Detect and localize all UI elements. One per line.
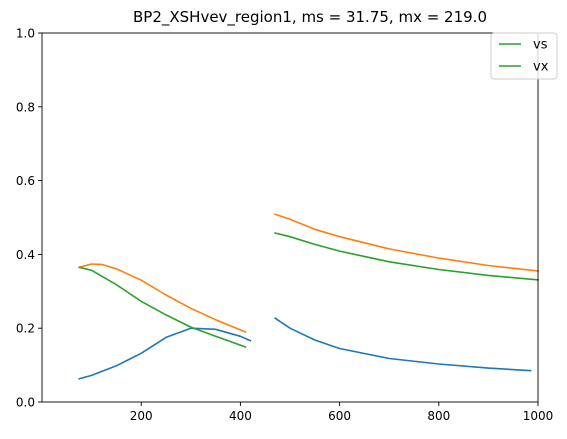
y-tick-label: 0.4 — [16, 248, 35, 262]
x-tick-label: 400 — [229, 409, 252, 423]
series-2-line-segment-0 — [78, 266, 247, 349]
x-tick-label: 1000 — [523, 409, 554, 423]
series-0-line-segment-1 — [273, 317, 532, 372]
series-1-line-segment-1 — [274, 213, 539, 272]
y-tick-label: 1.0 — [16, 27, 35, 41]
x-tick-label: 600 — [328, 409, 351, 423]
series-0-line-segment-0 — [78, 327, 252, 380]
plot-area — [78, 213, 539, 380]
axes-frame — [41, 32, 539, 403]
axes: 200 400 600 800 1000 0.0 0.2 0.4 0.6 0.8 1.0 — [16, 27, 553, 424]
series-2-line-segment-1 — [274, 232, 539, 281]
x-tick-label: 200 — [130, 409, 153, 423]
y-tick-label: 0.8 — [16, 100, 35, 114]
series-1-line-segment-0 — [78, 263, 247, 333]
legend: vs vx — [490, 32, 558, 80]
chart-title: BP2_XSHvev_region1, ms = 31.75, mx = 219… — [133, 8, 487, 27]
legend-label-vs: vs — [533, 38, 548, 53]
legend-label-vx: vx — [533, 60, 549, 75]
y-tick-label: 0.0 — [16, 396, 35, 410]
y-tick-label: 0.2 — [16, 322, 35, 336]
y-tick-label: 0.6 — [16, 174, 35, 188]
x-tick-label: 800 — [427, 409, 450, 423]
